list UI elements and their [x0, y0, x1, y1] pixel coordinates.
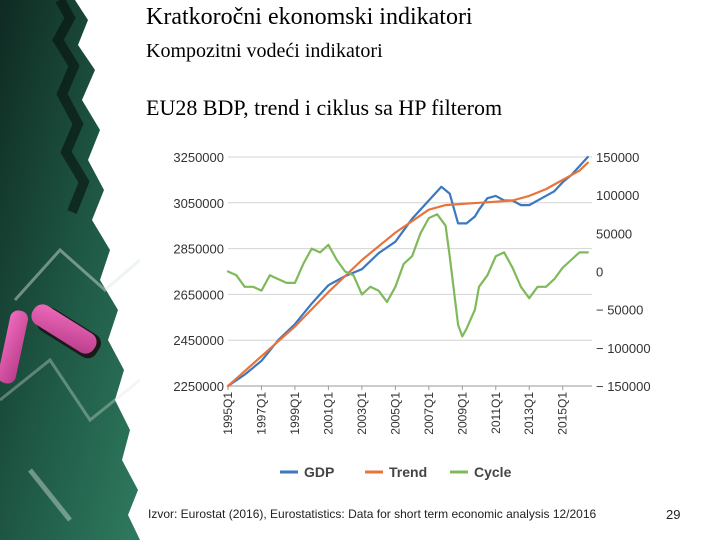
slide-subtitle: Kompozitni vodeći indikatori [146, 40, 383, 62]
y-right-tick-label: 150000 [596, 150, 639, 165]
x-tick-label: 2009Q1 [455, 392, 469, 435]
y-right-tick-label: − 150000 [596, 379, 651, 394]
y-right-tick-label: 100000 [596, 188, 639, 203]
x-tick-label: 2015Q1 [556, 392, 570, 435]
series-lines [226, 155, 589, 388]
legend: GDP Trend Cycle [280, 464, 512, 480]
y-right-tick-label: 0 [596, 265, 603, 280]
x-tick-label: 2013Q1 [522, 392, 536, 435]
y-right-tick-label: − 100000 [596, 341, 651, 356]
series-line-cycle [226, 213, 589, 338]
y-left-tick-label: 2850000 [173, 242, 224, 257]
x-tick-label: 1995Q1 [221, 392, 235, 435]
series-line-gdp [226, 155, 589, 388]
axis-labels: 3250000 3050000 2850000 2650000 2450000 22500… [173, 150, 650, 435]
y-left-tick-label: 2650000 [173, 287, 224, 302]
gdp-trend-cycle-chart: 3250000 3050000 2850000 2650000 2450000 22500… [173, 150, 650, 480]
page-number: 29 [666, 507, 681, 522]
y-left-tick-label: 3250000 [173, 150, 224, 165]
chalkboard-decoration [0, 0, 140, 540]
x-tick-label: 2001Q1 [321, 392, 335, 435]
x-tick-label: 2011Q1 [489, 392, 503, 434]
y-right-tick-label: − 50000 [596, 303, 643, 318]
y-left-tick-label: 2250000 [173, 379, 224, 394]
legend-label: Cycle [474, 464, 512, 480]
x-tick-label: 2007Q1 [422, 392, 436, 435]
grid-lines [227, 156, 592, 390]
legend-label: Trend [389, 464, 427, 480]
y-right-tick-label: 50000 [596, 226, 632, 241]
source-note: Izvor: Eurostat (2016), Eurostatistics: … [148, 507, 597, 521]
x-tick-label: 2005Q1 [388, 392, 402, 435]
chart-heading: EU28 BDP, trend i ciklus sa HP filterom [146, 95, 503, 120]
legend-label: GDP [304, 464, 334, 480]
y-left-tick-label: 3050000 [173, 196, 224, 211]
x-tick-label: 1997Q1 [254, 392, 268, 435]
x-tick-label: 1999Q1 [288, 392, 302, 435]
x-tick-label: 2003Q1 [355, 392, 369, 435]
series-line-trend [226, 161, 589, 388]
y-left-tick-label: 2450000 [173, 333, 224, 348]
slide-title: Kratkoročni ekonomski indikatori [146, 4, 473, 30]
